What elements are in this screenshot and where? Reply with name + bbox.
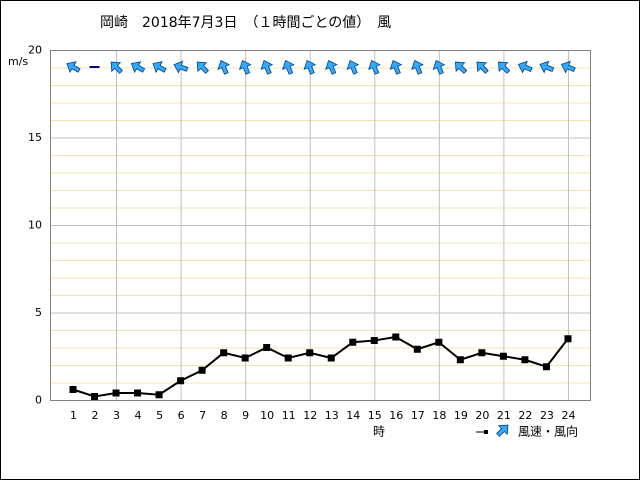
point xyxy=(478,349,486,357)
point xyxy=(69,386,77,393)
line xyxy=(72,335,569,398)
y-tick-label: 15 xyxy=(28,131,42,144)
wind-arrow xyxy=(560,60,576,74)
wind-arrow xyxy=(282,59,295,75)
point xyxy=(306,349,314,357)
x-tick-label: 24 xyxy=(561,409,575,422)
chart-title: 岡崎 2018年7月3日 （１時間ごとの値） 風 xyxy=(100,15,391,31)
point xyxy=(284,354,292,362)
wind-arrow xyxy=(517,60,533,74)
wind-arrow xyxy=(476,61,489,74)
wind-arrow xyxy=(303,59,317,75)
x-tick-label: 11 xyxy=(282,409,296,422)
wind-arrow xyxy=(389,59,403,75)
x-tick-label: 20 xyxy=(475,409,489,422)
wind-arrow xyxy=(238,59,252,75)
x-tick-label: 7 xyxy=(199,409,206,422)
wind-arrow xyxy=(173,60,189,74)
wind-arrow xyxy=(196,61,210,74)
wind-arrow xyxy=(110,61,123,74)
wind-arrow xyxy=(130,61,146,74)
point xyxy=(220,349,228,357)
x-tick-label: 14 xyxy=(346,409,360,422)
y-tick-label: 5 xyxy=(35,306,42,319)
x-axis-label: 時 xyxy=(373,425,385,439)
y-tick-label: 20 xyxy=(28,44,42,57)
point xyxy=(112,389,120,397)
x-tick-label: 23 xyxy=(540,409,554,422)
x-tick-label: 18 xyxy=(432,409,446,422)
x-tick-label: 16 xyxy=(389,409,403,422)
point xyxy=(456,356,464,364)
point xyxy=(435,338,443,346)
y-axis-label: m/s xyxy=(8,55,28,68)
x-tick-label: 1 xyxy=(70,409,77,422)
x-tick-label: 21 xyxy=(497,409,511,422)
legend-arrow xyxy=(496,424,509,437)
wind-arrow xyxy=(260,59,274,75)
point xyxy=(134,389,142,397)
wind-arrow xyxy=(346,59,360,75)
wind-arrow xyxy=(498,61,511,74)
x-tick-label: 3 xyxy=(113,409,120,422)
point xyxy=(327,354,335,362)
wind-arrow xyxy=(432,59,446,75)
point xyxy=(177,377,185,385)
x-tick-label: 6 xyxy=(178,409,185,422)
wind-arrow xyxy=(217,59,231,75)
wind-arrow xyxy=(325,59,338,75)
wind-arrow xyxy=(152,61,167,74)
point xyxy=(241,354,249,362)
point xyxy=(91,393,99,400)
x-tick-label: 8 xyxy=(221,409,228,422)
point xyxy=(198,366,206,374)
y-tick-label: 10 xyxy=(28,219,42,232)
point xyxy=(392,333,400,341)
point xyxy=(499,352,507,360)
legend-label: 風速・風向 xyxy=(518,424,578,439)
wind-arrow xyxy=(66,61,81,74)
point xyxy=(413,345,421,353)
x-tick-label: 2 xyxy=(92,409,99,422)
point xyxy=(370,337,378,344)
legend-marker xyxy=(484,430,488,434)
point xyxy=(521,356,529,364)
x-tick-label: 22 xyxy=(518,409,532,422)
plot-border xyxy=(50,50,591,401)
x-tick-label: 19 xyxy=(454,409,468,422)
x-tick-label: 9 xyxy=(242,409,249,422)
y-tick-label: 0 xyxy=(35,394,42,407)
wind-arrow xyxy=(368,59,381,75)
x-tick-label: 5 xyxy=(156,409,163,422)
x-tick-label: 10 xyxy=(260,409,274,422)
x-tick-label: 15 xyxy=(368,409,382,422)
x-tick-label: 13 xyxy=(325,409,339,422)
x-tick-label: 12 xyxy=(303,409,317,422)
point xyxy=(155,391,163,399)
point xyxy=(564,335,572,343)
point xyxy=(349,338,357,346)
x-tick-label: 4 xyxy=(135,409,142,422)
wind-arrow xyxy=(411,59,424,75)
point xyxy=(263,344,271,351)
wind-arrow xyxy=(539,60,555,74)
point xyxy=(542,363,550,371)
wind-arrow xyxy=(454,61,468,74)
x-tick-label: 17 xyxy=(411,409,425,422)
